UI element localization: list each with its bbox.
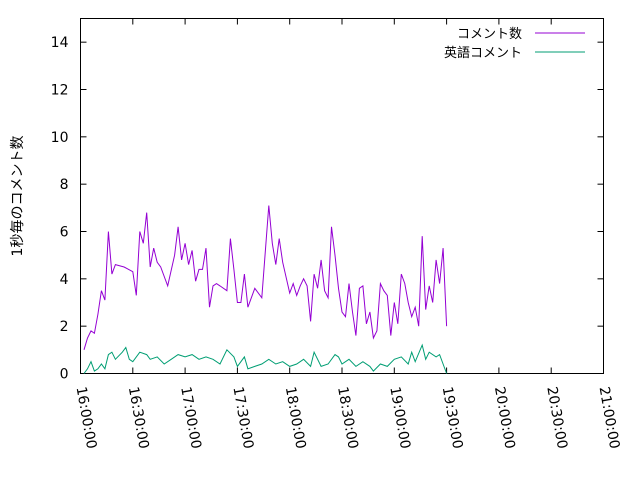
y-tick-label: 14 <box>51 35 69 51</box>
x-tick-label: 18:00:00 <box>282 385 309 450</box>
y-tick-label: 8 <box>60 177 69 193</box>
x-tick-label: 17:30:00 <box>229 385 256 450</box>
series-line-2 <box>83 343 448 374</box>
x-tick-label: 20:00:00 <box>491 385 518 450</box>
x-tick-label: 17:00:00 <box>177 385 204 450</box>
x-tick-label: 19:30:00 <box>439 385 466 450</box>
y-axis-label: 1秒毎のコメント数 <box>10 136 26 257</box>
y-axis: 0 2 4 6 8 10 12 14 <box>51 35 604 383</box>
y-tick-label: 2 <box>60 319 69 335</box>
plot-frame <box>80 18 604 374</box>
x-tick-label: 20:30:00 <box>543 385 570 450</box>
y-tick-label: 12 <box>51 83 69 99</box>
y-tick-label: 4 <box>60 272 69 288</box>
x-tick-label: 16:30:00 <box>125 385 152 450</box>
series-line-1 <box>83 205 448 350</box>
x-tick-label: 19:00:00 <box>386 385 413 450</box>
series-layer <box>83 205 448 374</box>
legend-label-2: 英語コメント <box>444 45 522 61</box>
x-tick-label: 21:00:00 <box>596 385 623 450</box>
y-tick-label: 0 <box>60 367 69 383</box>
legend-label-1: コメント数 <box>457 27 522 42</box>
y-tick-label: 10 <box>51 130 69 146</box>
y-tick-label: 6 <box>60 225 69 241</box>
x-axis: 16:00:00 16:30:00 17:00:00 17:30:00 18:00:00… <box>73 18 623 450</box>
x-tick-label: 16:00:00 <box>73 385 100 450</box>
x-tick-label: 18:30:00 <box>334 385 361 450</box>
